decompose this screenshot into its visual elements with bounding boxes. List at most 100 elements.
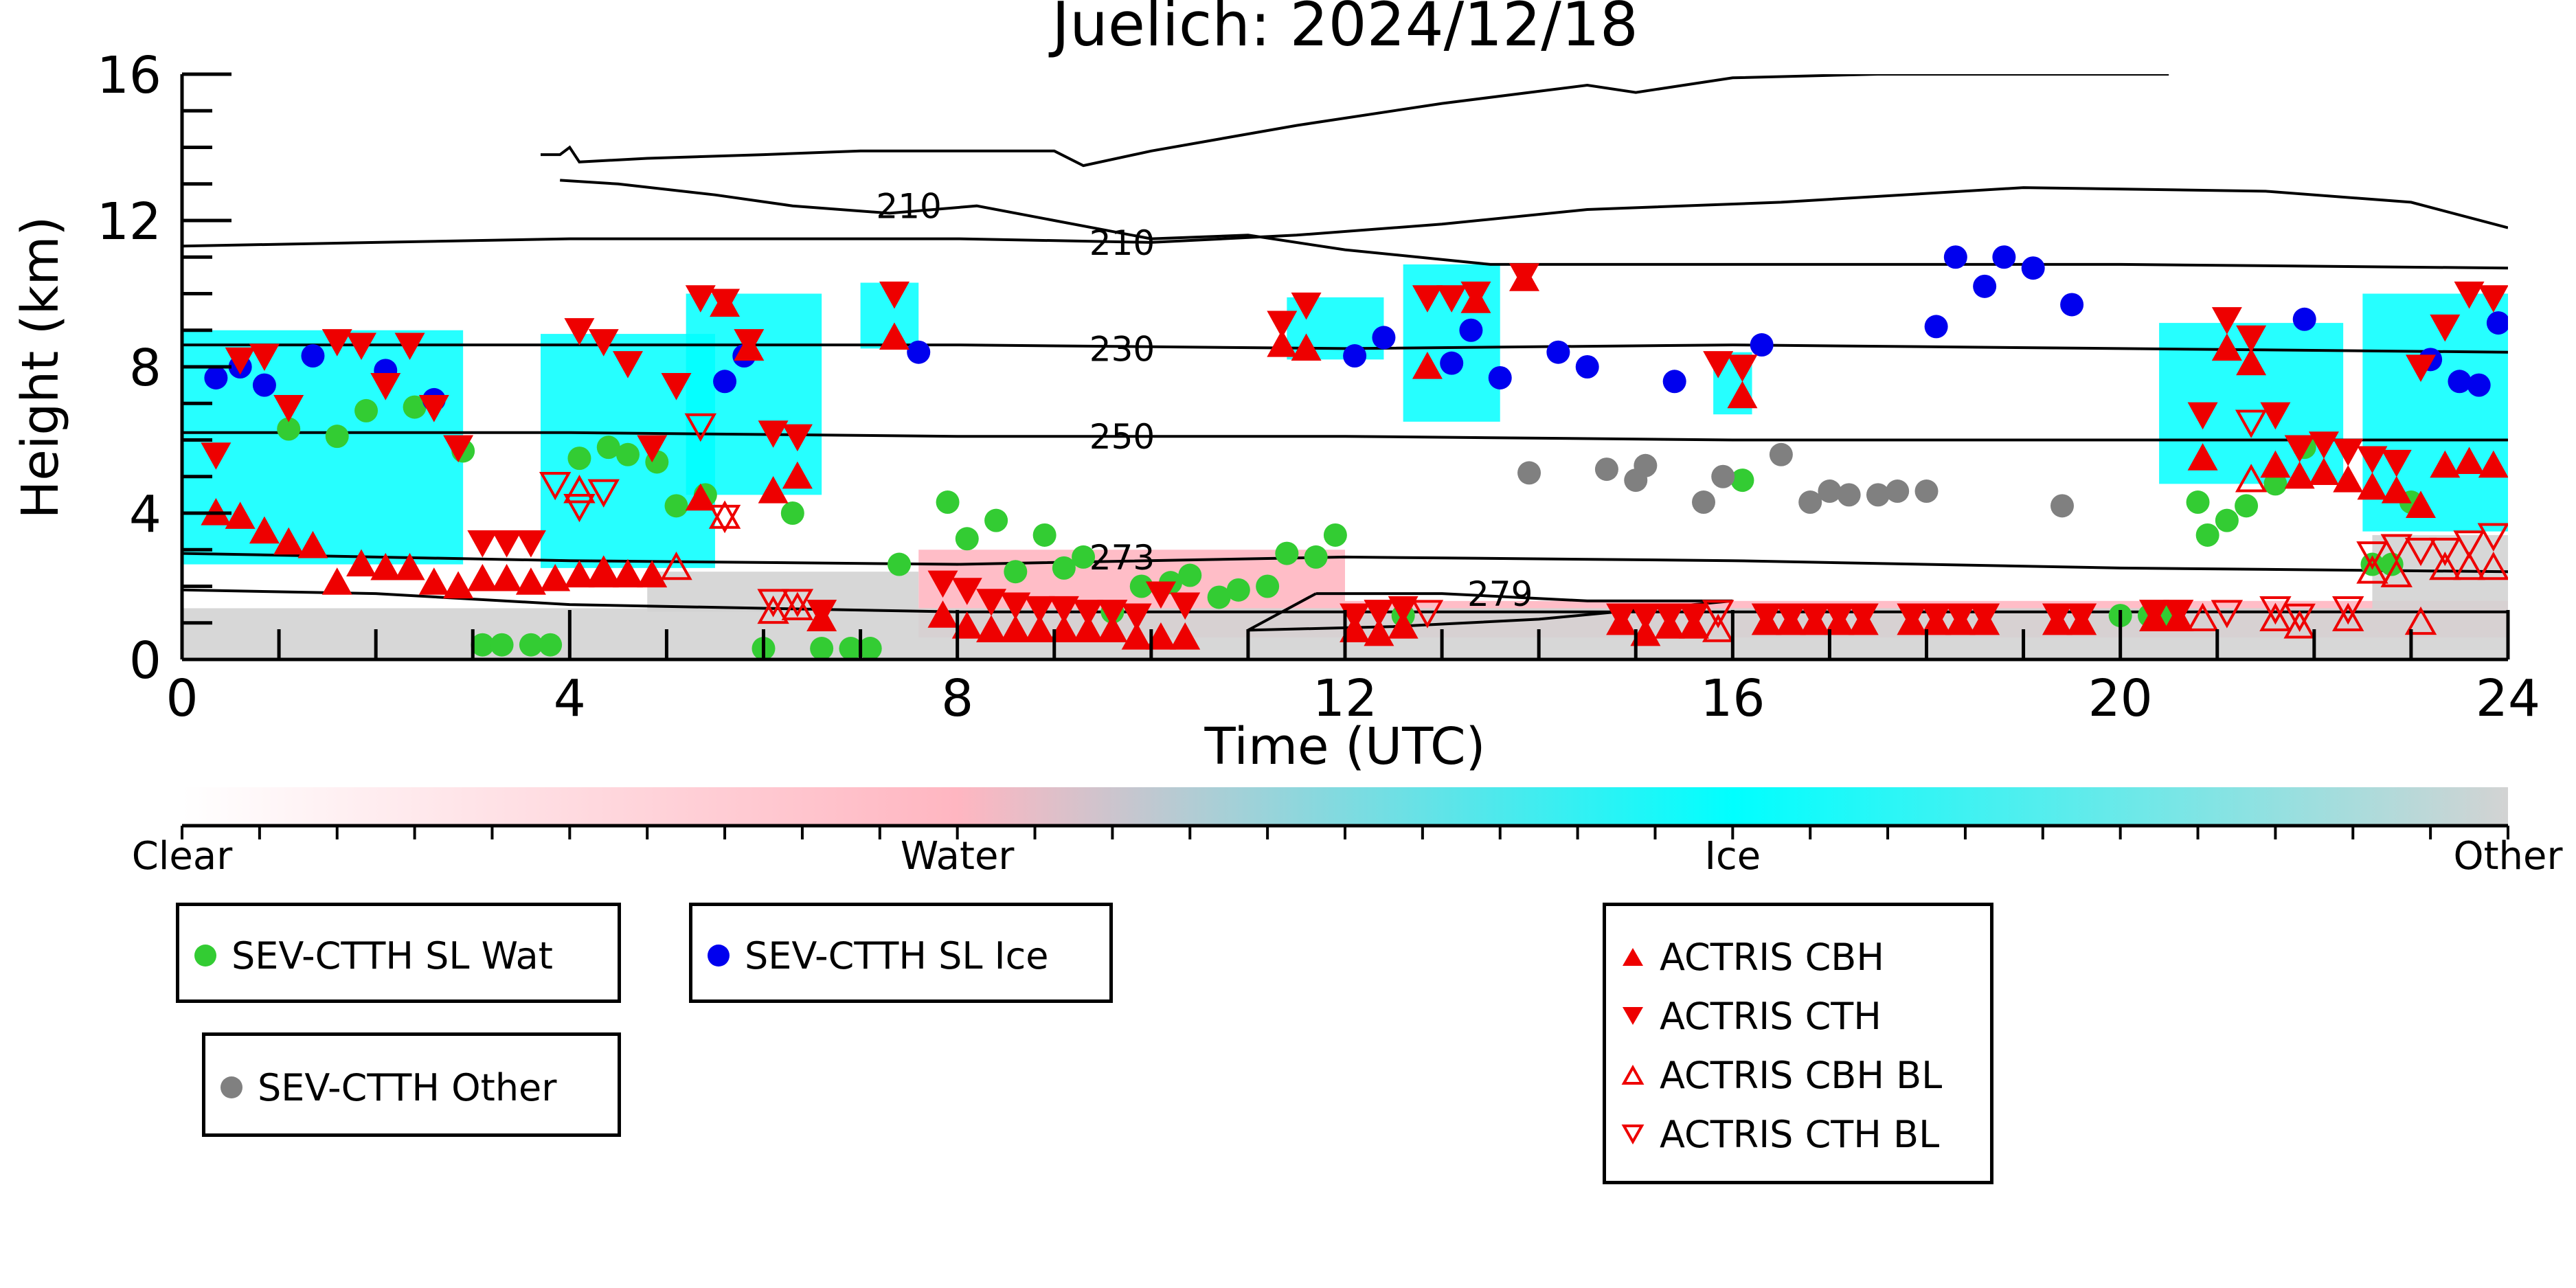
colorbar-labels: Clear Water Ice Other [132,826,2563,879]
data-point [1992,245,2016,269]
legend-item-cbh-bl: ACTRIS CBH BL [1621,1054,1942,1097]
y-tick-label: 4 [129,485,161,544]
data-point [1388,596,1419,624]
axes: 0 4 8 12 16 0 4 8 12 16 20 24 [97,46,2540,728]
data-point [490,633,514,657]
data-point [2235,409,2268,438]
data-point [2021,256,2045,280]
data-point [467,530,498,558]
colorbar-label-clear: Clear [132,834,233,879]
data-point [2406,490,2437,518]
y-tick-label: 12 [97,192,161,251]
data-point [588,329,619,357]
contour-line [560,179,2508,270]
legend-other: SEV-CTTH Other [202,1032,621,1137]
data-point [321,329,352,357]
data-point [879,281,909,309]
x-tick-label: 20 [2088,669,2153,728]
data-point [2236,348,2267,376]
data-point [2187,443,2218,471]
green-circle-icon [194,945,216,967]
colorbar-label-water: Water [901,834,1015,879]
data-point [2430,450,2461,478]
region-ice [2362,293,2508,532]
data-point [1000,615,1031,642]
data-point [1866,483,1890,507]
data-point [976,589,1007,616]
data-point [1340,603,1370,631]
data-point [858,637,882,659]
data-point [1121,622,1152,650]
data-point [1436,285,1467,313]
legend-label-wat: SEV-CTTH SL Wat [231,934,553,978]
data-point [1291,292,1322,320]
data-point [2331,602,2364,631]
classification-colorbar [182,787,2508,828]
data-point [2380,534,2413,563]
data-point [1032,523,1057,547]
data-point [757,589,789,618]
data-point [1364,618,1394,646]
data-point [346,332,377,361]
data-point [1634,453,1658,477]
data-point [1818,479,1842,504]
data-point [2259,596,2292,625]
data-point [394,552,425,580]
data-point [2333,465,2364,493]
data-point [1323,523,1347,547]
data-point [1145,581,1176,609]
data-point [2215,508,2239,532]
data-point [491,563,522,591]
x-tick-label: 0 [166,669,198,728]
data-point [2050,494,2075,518]
data-point [1412,285,1443,313]
data-point [2283,603,2316,632]
data-point [346,549,377,577]
data-point [1024,615,1055,642]
data-point [2477,551,2508,580]
data-point [1750,333,1774,357]
data-point [563,475,596,504]
data-point [1170,592,1201,620]
data-point [2478,285,2508,313]
legend-label-cbh: ACTRIS CBH [1660,935,1884,979]
data-point [1509,263,1540,291]
data-point [879,322,909,350]
data-point [301,344,325,368]
data-point [1004,560,1028,584]
legend-item-cbh: ACTRIS CBH [1621,935,1884,979]
data-point [664,494,688,518]
legend-item-cth-bl: ACTRIS CTH BL [1621,1113,1939,1156]
data-point [1097,600,1128,627]
data-point [757,595,789,624]
data-point [1024,596,1055,624]
data-point [1304,545,1328,569]
data-point [2163,600,2194,627]
data-point [1702,600,1735,629]
data-point [443,571,474,599]
data-point [1388,611,1419,639]
data-point [806,600,837,627]
data-point [2467,373,2491,397]
filled-triangle-down-icon [1623,1007,1643,1025]
data-point [2486,311,2508,335]
data-point [1072,545,1096,569]
data-point [563,493,596,523]
series-sev-ctth-sl-ice [204,245,2508,411]
data-point [2381,449,2412,477]
data-point [321,567,352,595]
contour-label: 210 [1089,223,1155,263]
data-point [2139,600,2170,627]
data-point [927,570,958,598]
data-point [710,289,741,317]
data-point [2260,402,2291,430]
data-point [839,637,863,659]
y-axis-label: Height (km) [11,216,70,519]
data-point [2284,461,2315,489]
data-point [540,563,571,591]
data-point [936,490,960,515]
data-point [1800,603,1831,631]
data-point [1769,442,1793,466]
series-actris-cth-bl [539,409,2508,632]
gray-circle-icon [221,1076,242,1098]
